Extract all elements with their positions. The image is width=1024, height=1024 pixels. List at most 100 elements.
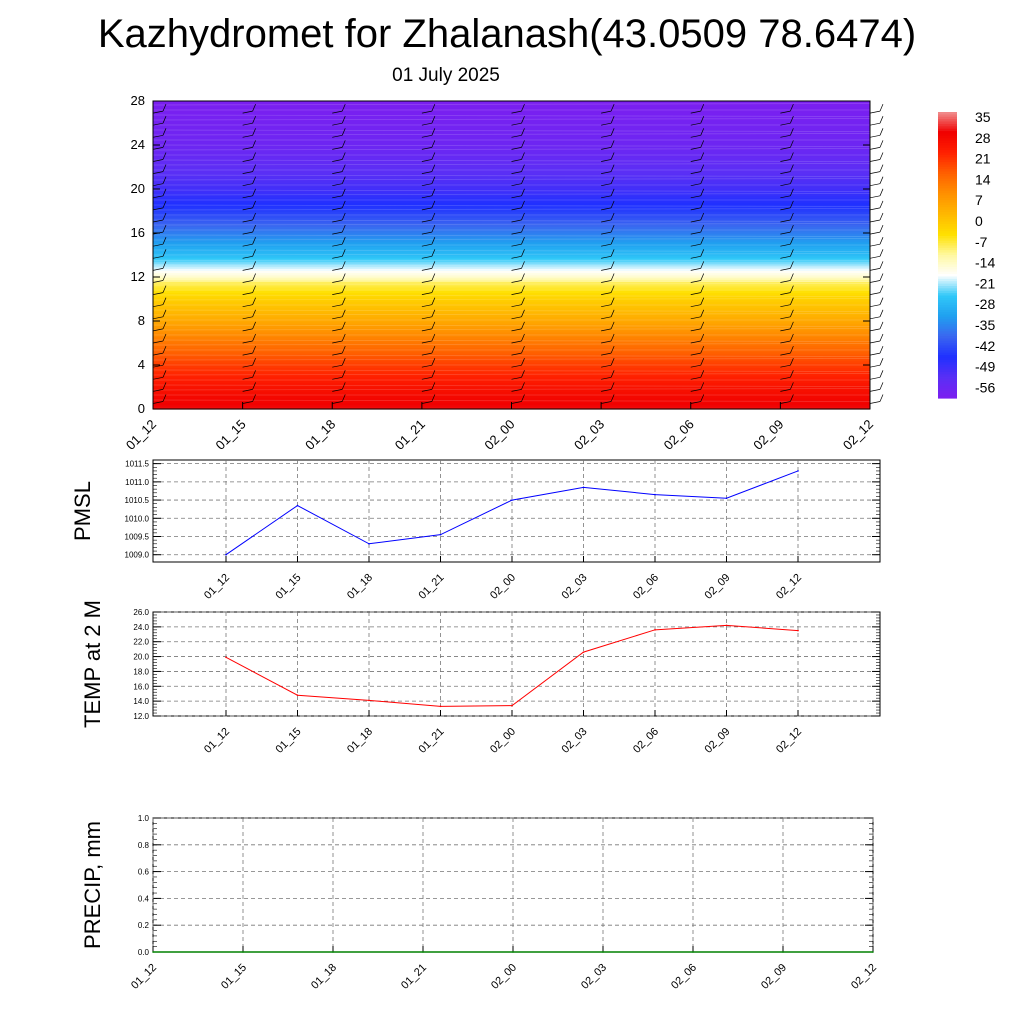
heatmap-band (153, 140, 870, 144)
heatmap-band (153, 228, 870, 232)
wind-barb-flag (252, 382, 256, 390)
wind-barb-flag (879, 188, 884, 196)
y-tick-label: 8 (138, 313, 145, 328)
colorbar-swatch (938, 367, 957, 370)
wind-barb (690, 340, 701, 344)
wind-barb-flag (879, 333, 884, 342)
wind-barb (511, 340, 522, 344)
wind-barb-flag (610, 116, 615, 124)
wind-barb-flag (521, 345, 525, 354)
wind-barb-flag (610, 345, 615, 354)
isoline (152, 253, 871, 256)
heatmap-band (153, 292, 870, 296)
wind-barb (152, 316, 164, 320)
isoline (152, 354, 871, 357)
heatmap-band (153, 310, 870, 313)
heatmap-band (153, 134, 870, 137)
heatmap-band (153, 208, 870, 212)
wind-barb (152, 304, 164, 308)
x-tick-label: 01_12 (202, 726, 232, 756)
wind-barb (421, 171, 432, 174)
isoline (152, 129, 871, 132)
x-tick-label: 02_00 (488, 726, 518, 756)
heatmap-band (153, 373, 870, 377)
wind-barb (332, 364, 343, 368)
wind-barb-flag (790, 200, 794, 209)
y-axis-label: PRECIP, mm (80, 821, 105, 949)
wind-barb-flag (162, 128, 167, 136)
colorbar-swatch (938, 359, 957, 363)
wind-barb-flag (162, 200, 167, 209)
colorbar-swatch (938, 274, 957, 278)
wind-barb (511, 159, 522, 162)
wind-barb-flag (252, 116, 256, 124)
colorbar-swatch (938, 123, 957, 127)
colorbar-swatch (938, 316, 957, 320)
data-point (654, 629, 656, 631)
colorbar-swatch (938, 276, 957, 280)
colorbar-swatch (938, 285, 957, 289)
isoline (152, 264, 871, 267)
wind-barb (242, 219, 253, 223)
wind-barb (780, 243, 791, 247)
heatmap-band (153, 354, 870, 357)
colorbar-swatch (938, 374, 957, 378)
wind-barb-flag (162, 345, 167, 354)
wind-barb-flag (252, 152, 256, 160)
wind-barb (601, 401, 612, 404)
plot-frame (152, 611, 881, 717)
wind-barb-flag (252, 188, 256, 196)
wind-barb (332, 219, 343, 223)
wind-barb (332, 110, 343, 114)
wind-barb (421, 364, 432, 368)
colorbar-swatch (938, 243, 957, 247)
colorbar-swatch (938, 240, 957, 244)
wind-barb (421, 280, 432, 283)
x-tick-label: 02_09 (703, 726, 733, 756)
wind-barb-flag (521, 333, 525, 342)
heatmap-band (153, 147, 870, 150)
colorbar-swatch (938, 271, 957, 275)
wind-barb (690, 401, 701, 404)
heatmap-band (153, 400, 870, 403)
heatmap-band (153, 365, 870, 368)
wind-barb-flag (252, 103, 256, 112)
colorbar-swatch (938, 312, 957, 316)
wind-barb (242, 328, 253, 332)
wind-barb (242, 268, 253, 271)
wind-barb (421, 183, 432, 187)
wind-barb-flag (431, 345, 436, 354)
wind-barb (421, 376, 432, 380)
wind-barb (511, 147, 522, 150)
wind-barb (780, 340, 791, 344)
heatmap-band (153, 367, 870, 370)
wind-barb (780, 195, 791, 199)
wind-barb-flag (341, 345, 346, 354)
heatmap-band (153, 222, 870, 225)
colorbar-swatch (938, 114, 957, 118)
wind-barb (511, 364, 522, 368)
wind-barb-flag (162, 164, 167, 172)
wind-barb (242, 352, 253, 356)
wind-barb (152, 243, 164, 247)
wind-barb-flag (610, 370, 615, 378)
wind-barb-flag (162, 224, 167, 233)
data-point (782, 951, 784, 953)
wind-barb-flag (341, 394, 346, 402)
colorbar-swatch (938, 250, 957, 254)
wind-barb-flag (431, 273, 436, 281)
colorbar-swatch (938, 224, 957, 227)
y-tick-label: 0.4 (138, 894, 150, 903)
heatmap-band (153, 384, 870, 388)
heatmap-band (153, 314, 870, 318)
heatmap-band (153, 347, 870, 351)
wind-barb (242, 401, 253, 404)
heatmap-band (153, 301, 870, 304)
wind-barb (780, 255, 791, 259)
heatmap-band (153, 382, 870, 386)
colorbar-swatch (938, 269, 957, 273)
wind-barb-flag (790, 249, 794, 257)
x-tick-label: 01_21 (399, 962, 429, 992)
heatmap-band (153, 270, 870, 274)
wind-barb-flag (879, 224, 884, 233)
